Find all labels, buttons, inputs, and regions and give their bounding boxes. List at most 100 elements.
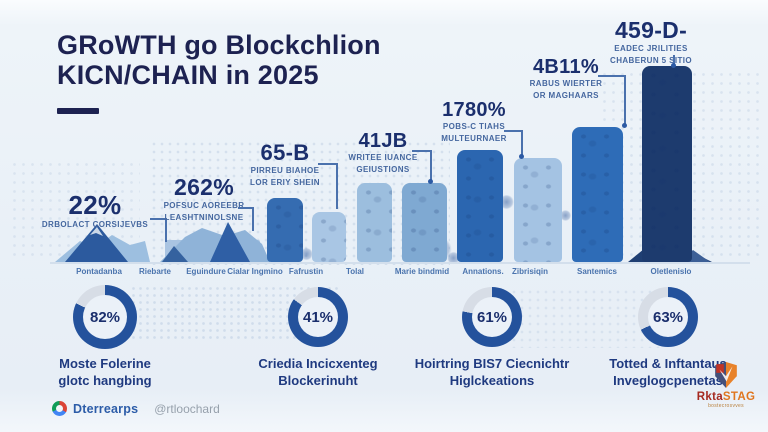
axis-label: Fafrustin — [288, 267, 324, 276]
connector-line — [504, 130, 521, 132]
title-line-2: KICN/CHAIN in 2025 — [57, 60, 319, 91]
annotation-value: 262% — [173, 174, 235, 200]
annotation-callout: 4B11% RABUS WIERTER OR MAGHAARS — [526, 57, 606, 102]
page-title: GRoWTH go Blockchlion KICN/CHAIN in 2025 — [57, 30, 381, 90]
connector-line — [624, 75, 626, 125]
shield-icon — [715, 362, 737, 388]
connector-line — [150, 218, 166, 220]
donut-hole: 63% — [648, 297, 688, 337]
annotation-value: 4B11% — [533, 56, 599, 78]
brand-circle-icon — [52, 401, 67, 416]
bar — [267, 198, 303, 262]
logo-wordmark: RktaSTAG — [696, 391, 756, 403]
axis-label: Marie bindmid — [394, 267, 450, 276]
connector-line — [165, 218, 167, 242]
annotation-text: WRITEE IUANCE — [348, 153, 418, 162]
donut-caption: Totted & Inftantaus Inveglogcpenetas — [573, 356, 763, 390]
annotation-value: 65-B — [260, 140, 310, 165]
donut-caption-line: Higlckeations — [449, 372, 535, 388]
connector-dot — [671, 63, 676, 68]
donut-value: 61% — [476, 308, 508, 326]
connector-dot — [622, 123, 627, 128]
donut-value: 63% — [652, 308, 684, 326]
connector-dot — [519, 154, 524, 159]
axis-label: Oletlenislo — [650, 267, 692, 276]
connector-dot — [428, 179, 433, 184]
connector-line — [430, 150, 432, 181]
connector-line — [336, 163, 338, 209]
chart-baseline — [50, 262, 750, 264]
annotation-value: 459-D- — [614, 17, 688, 43]
connector-line — [412, 150, 430, 152]
publisher-logo: RktaSTAG bostecrosvves — [690, 360, 762, 409]
donut-caption: Criedia Incicxenteg Blockerinuht — [223, 356, 413, 390]
bar — [357, 183, 392, 262]
donut-caption-line: Hoirtring BIS7 Ciecnichtr — [414, 356, 570, 371]
donut-value: 82% — [89, 308, 121, 326]
donut-caption-line: Criedia Incicxenteg — [258, 356, 378, 371]
title-line-1: GRoWTH go Blockchlion — [57, 30, 381, 60]
annotation-callout: 22% DRBOLACT CORSIJEVBS — [30, 192, 160, 230]
brand-name: Dterrearps — [73, 401, 139, 416]
bar — [457, 150, 503, 262]
annotation-text: EADEC JRILITIES — [614, 44, 688, 53]
donut-chart: 82% — [73, 285, 137, 349]
bar — [514, 158, 562, 262]
bar — [572, 127, 623, 262]
author-handle: @rtloochard — [154, 401, 220, 416]
connector-line — [521, 130, 523, 156]
donut-chart: 63% — [638, 287, 698, 347]
annotation-value: 41JB — [358, 130, 408, 152]
annotation-text: OR MAGHAARS — [533, 91, 599, 101]
donut-chart: 61% — [462, 287, 522, 347]
annotation-text: POFSUC AOREEBR — [163, 201, 245, 210]
annotation-text: DRBOLACT CORSIJEVBS — [41, 220, 149, 229]
axis-label: Santemics — [576, 267, 618, 276]
logo-subtext: bostecrosvves — [708, 403, 744, 409]
annotation-text: LEASHTNINOLSNE — [164, 213, 244, 223]
annotation-value: 22% — [68, 190, 122, 220]
connector-line — [238, 207, 253, 209]
title-underline — [57, 108, 99, 114]
annotation-text: CHABERUN 5 SITIO — [610, 56, 692, 66]
annotation-text: GEIUSTIONS — [356, 165, 410, 175]
donut-caption-line: Blockerinuht — [278, 372, 358, 388]
annotation-text: RABUS WIERTER — [529, 79, 603, 88]
donut-hole: 41% — [298, 297, 338, 337]
donut-caption: Hoirtring BIS7 Ciecnichtr Higlckeations — [397, 356, 587, 390]
annotation-callout: 65-B PIRREU BIAHOE LOR ERIY SHEIN — [245, 142, 325, 189]
bar — [312, 212, 346, 262]
connector-line — [598, 75, 624, 77]
annotation-callout: 459-D- EADEC JRILITIES CHABERUN 5 SITIO — [605, 19, 697, 67]
annotation-value: 1780% — [442, 99, 506, 121]
axis-label: Tolal — [345, 267, 365, 276]
connector-line — [673, 55, 675, 65]
annotation-text: MULTEURNAER — [441, 134, 507, 144]
bar — [402, 183, 447, 262]
donut-chart: 41% — [288, 287, 348, 347]
axis-label: Annations. — [462, 267, 504, 276]
connector-line — [252, 207, 254, 231]
donut-caption-line: Totted & Inftantaus — [609, 356, 727, 371]
connector-line — [318, 163, 336, 165]
axis-label: Eguindure — [186, 267, 226, 276]
annotation-callout: 262% POFSUC AOREEBR LEASHTNINOLSNE — [152, 176, 256, 224]
annotation-text: POBS-C TIAHS — [442, 122, 506, 131]
annotation-callout: 41JB WRITEE IUANCE GEIUSTIONS — [348, 131, 418, 176]
donut-caption-line: Moste Folerine — [59, 356, 151, 371]
axis-label: Zibrisiqin — [512, 267, 548, 276]
annotation-text: LOR ERIY SHEIN — [250, 178, 320, 188]
donut-caption-line: glotc hangbing — [58, 372, 152, 388]
annotation-text: PIRREU BIAHOE — [250, 166, 320, 175]
donut-value: 41% — [302, 308, 334, 326]
annotation-callout: 1780% POBS-C TIAHS MULTEURNAER — [436, 100, 512, 145]
axis-label: Cialar Ingmino — [227, 267, 283, 276]
donut-hole: 61% — [472, 297, 512, 337]
bar — [642, 66, 692, 262]
donut-hole: 82% — [83, 295, 127, 339]
mountains-icon — [55, 222, 270, 262]
axis-label: Pontadanba — [76, 267, 122, 276]
axis-label: Riebarte — [138, 267, 171, 276]
donut-caption: Moste Folerine glotc hangbing — [10, 356, 200, 390]
